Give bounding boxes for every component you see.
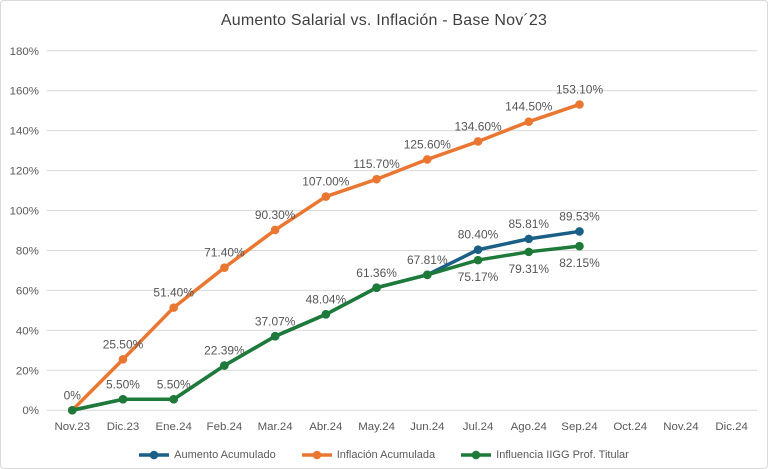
y-axis-tick-label: 80% — [16, 245, 39, 257]
series-line-influencia-iigg-prof-titular — [70, 244, 582, 412]
data-point-inflaci-n-acumulada[interactable] — [169, 303, 178, 312]
x-axis-tick-label: Nov.23 — [55, 421, 90, 433]
data-label-influencia-iigg-prof-titular: 79.31% — [508, 262, 549, 276]
data-label-aumento-acumulado: 85.81% — [508, 217, 549, 231]
legend-label: Inflación Acumulada — [336, 449, 436, 461]
data-label-influencia-iigg-prof-titular: 48.04% — [306, 292, 347, 306]
x-axis-tick-label: Ene.24 — [156, 421, 193, 433]
data-label-influencia-iigg-prof-titular: 0% — [64, 388, 82, 402]
y-axis-tick-label: 120% — [10, 166, 39, 178]
x-axis-tick-label: Nov.24 — [663, 421, 699, 433]
data-label-inflaci-n-acumulada: 134.60% — [454, 120, 502, 134]
y-axis-tick-label: 60% — [16, 285, 39, 297]
data-point-influencia-iigg-prof-titular[interactable] — [372, 283, 381, 292]
data-label-inflaci-n-acumulada: 115.70% — [353, 157, 400, 171]
data-point-inflaci-n-acumulada[interactable] — [118, 355, 128, 364]
data-point-inflaci-n-acumulada[interactable] — [423, 155, 432, 164]
chart-legend: Aumento Acumulado Inflación Acumulada Infl… — [1, 449, 767, 461]
y-axis-tick-label: 40% — [16, 325, 39, 337]
y-axis-tick-label: 20% — [16, 365, 39, 377]
series-line-aumento-acumulado — [70, 229, 582, 412]
y-axis-tick-label: 100% — [10, 206, 39, 218]
data-label-influencia-iigg-prof-titular: 82.15% — [559, 256, 600, 270]
data-point-inflaci-n-acumulada[interactable] — [575, 100, 584, 109]
data-label-influencia-iigg-prof-titular: 37.07% — [255, 314, 296, 328]
data-label-inflaci-n-acumulada: 153.10% — [556, 83, 604, 97]
legend-line-marker-icon — [461, 450, 492, 460]
data-point-inflaci-n-acumulada[interactable] — [372, 174, 381, 184]
data-label-inflaci-n-acumulada: 125.60% — [404, 137, 452, 151]
x-axis-tick-label: Dic.24 — [715, 421, 748, 433]
data-label-inflaci-n-acumulada: 144.50% — [505, 100, 553, 114]
data-point-inflaci-n-acumulada[interactable] — [473, 137, 483, 146]
y-axis-tick-label: 160% — [10, 86, 39, 98]
legend-item-inflaci-n-acumulada[interactable]: Inflación Acumulada — [301, 449, 436, 461]
x-axis-tick-label: Feb.24 — [207, 421, 243, 433]
chart-title: Aumento Salarial vs. Inflación - Base No… — [220, 12, 548, 29]
data-point-inflaci-n-acumulada[interactable] — [220, 263, 229, 272]
x-axis-tick-label: Dic.23 — [107, 421, 139, 433]
legend-item-aumento-acumulado[interactable]: Aumento Acumulado — [139, 449, 276, 461]
y-axis-tick-label: 180% — [10, 46, 39, 58]
data-point-influencia-iigg-prof-titular[interactable] — [423, 270, 432, 280]
data-point-influencia-iigg-prof-titular[interactable] — [524, 247, 534, 257]
data-label-influencia-iigg-prof-titular: 67.81% — [407, 253, 448, 267]
data-label-influencia-iigg-prof-titular: 75.17% — [458, 270, 499, 284]
legend-label: Influencia IIGG Prof. Titular — [496, 449, 629, 461]
data-point-influencia-iigg-prof-titular[interactable] — [575, 241, 584, 251]
data-point-influencia-iigg-prof-titular[interactable] — [473, 255, 483, 265]
data-label-influencia-iigg-prof-titular: 5.50% — [106, 377, 140, 391]
data-label-inflaci-n-acumulada: 25.50% — [103, 337, 144, 351]
legend-line-marker-icon — [301, 450, 332, 460]
data-point-aumento-acumulado[interactable] — [575, 227, 584, 236]
data-point-influencia-iigg-prof-titular[interactable] — [67, 405, 77, 415]
data-label-inflaci-n-acumulada: 51.40% — [153, 286, 194, 300]
data-point-influencia-iigg-prof-titular[interactable] — [220, 361, 229, 370]
x-axis-tick-label: Abr.24 — [309, 421, 343, 433]
data-point-influencia-iigg-prof-titular[interactable] — [169, 394, 178, 404]
data-label-aumento-acumulado: 80.40% — [458, 228, 499, 242]
x-axis-tick-label: Ago.24 — [511, 421, 548, 433]
data-label-influencia-iigg-prof-titular: 61.36% — [356, 266, 397, 280]
data-point-inflaci-n-acumulada[interactable] — [524, 117, 534, 126]
data-label-influencia-iigg-prof-titular: 5.50% — [157, 377, 191, 391]
x-axis-tick-label: Jul.24 — [463, 421, 494, 433]
data-point-influencia-iigg-prof-titular[interactable] — [118, 394, 128, 404]
x-axis-tick-label: Mar.24 — [258, 421, 294, 433]
data-label-inflaci-n-acumulada: 107.00% — [302, 175, 350, 189]
x-axis-tick-label: Jun.24 — [410, 421, 445, 433]
data-label-inflaci-n-acumulada: 71.40% — [204, 246, 245, 260]
legend-line-marker-icon — [139, 450, 170, 460]
data-point-inflaci-n-acumulada[interactable] — [270, 225, 280, 235]
x-axis-tick-label: Sep.24 — [561, 421, 598, 433]
y-axis-tick-label: 140% — [10, 126, 39, 138]
x-axis-tick-label: Oct.24 — [613, 421, 647, 433]
data-label-inflaci-n-acumulada: 90.30% — [255, 208, 296, 222]
data-point-influencia-iigg-prof-titular[interactable] — [270, 331, 280, 341]
data-label-aumento-acumulado: 89.53% — [559, 210, 600, 224]
x-axis-tick-label: May.24 — [358, 421, 395, 433]
data-point-inflaci-n-acumulada[interactable] — [321, 192, 331, 201]
data-point-aumento-acumulado[interactable] — [473, 245, 483, 254]
data-point-influencia-iigg-prof-titular[interactable] — [321, 310, 331, 319]
data-point-aumento-acumulado[interactable] — [524, 234, 534, 244]
data-label-influencia-iigg-prof-titular: 22.39% — [204, 344, 245, 358]
legend-label: Aumento Acumulado — [174, 449, 276, 461]
legend-item-influencia-iigg-prof-titular[interactable]: Influencia IIGG Prof. Titular — [461, 449, 629, 461]
y-axis-tick-label: 0% — [22, 405, 39, 417]
